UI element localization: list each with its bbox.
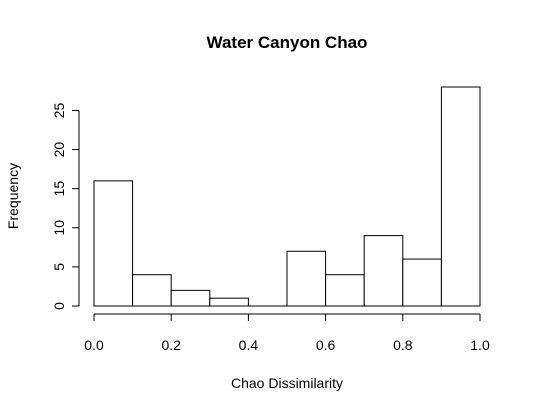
y-tick-label: 25: [51, 102, 67, 118]
y-tick-label: 10: [51, 220, 67, 236]
histogram-bar-0: [93, 180, 134, 307]
x-tick-label: 1.0: [470, 337, 490, 353]
histogram-bar-3: [209, 297, 249, 307]
histogram-bar-9: [440, 86, 481, 307]
x-tick-label: 0.6: [316, 337, 336, 353]
y-axis: 0 5 10 15 20 25: [51, 102, 80, 310]
x-tick-label: 0.8: [393, 337, 413, 353]
x-axis: 0.0 0.2 0.4 0.6 0.8 1.0: [84, 313, 490, 353]
histogram-bar-6: [325, 274, 365, 307]
x-tick-label: 0.2: [161, 337, 181, 353]
bars-group: [93, 86, 481, 307]
y-axis-label: Frequency: [5, 163, 21, 229]
histogram-bar-7: [363, 235, 404, 307]
y-tick-label: 0: [51, 302, 67, 310]
x-tick-label: 0.4: [239, 337, 259, 353]
histogram-bar-2: [170, 289, 211, 307]
y-tick-label: 5: [51, 263, 67, 271]
y-tick-label: 20: [51, 142, 67, 158]
x-tick-label: 0.0: [84, 337, 104, 353]
histogram-bar-5: [286, 250, 327, 307]
x-axis-label: Chao Dissimilarity: [231, 375, 343, 391]
y-tick-label: 15: [51, 181, 67, 197]
histogram-bar-1: [132, 274, 172, 307]
histogram-bar-8: [402, 258, 442, 307]
chart-title: Water Canyon Chao: [207, 33, 368, 52]
